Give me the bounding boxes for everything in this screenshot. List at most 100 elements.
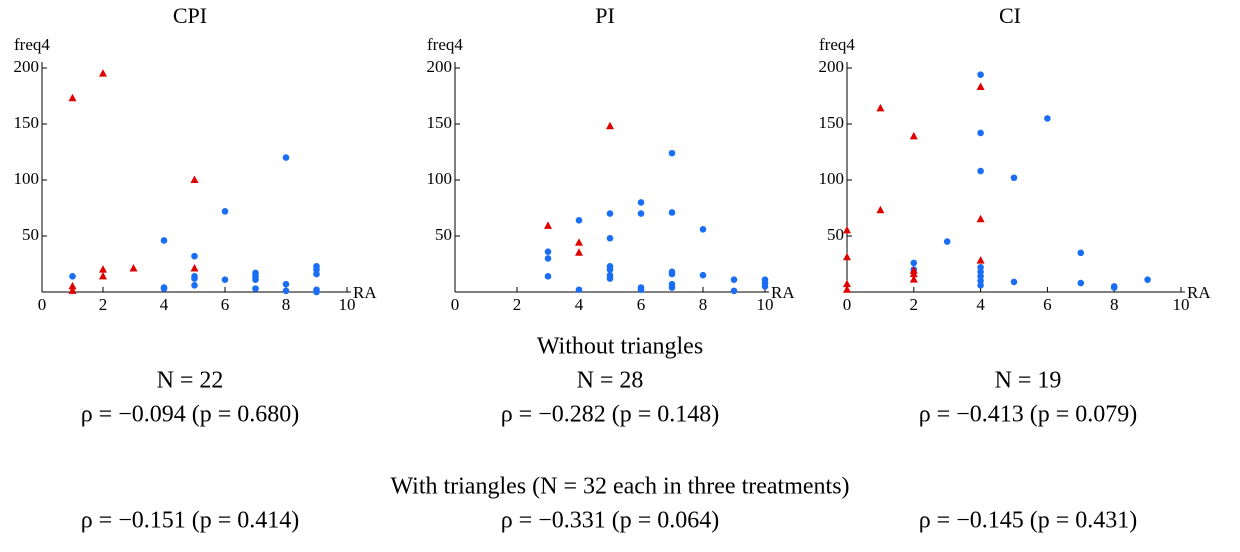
x-tick-label: 2 xyxy=(910,295,919,314)
point xyxy=(544,255,552,262)
x-tick-label: 0 xyxy=(451,295,460,314)
x-tick-label: 0 xyxy=(843,295,852,314)
point xyxy=(282,154,290,161)
y-axis-label: freq4 xyxy=(14,35,50,54)
x-tick-label: 8 xyxy=(282,295,291,314)
heading: Without triangles xyxy=(537,334,703,360)
y-tick-label: 150 xyxy=(427,113,453,132)
point xyxy=(637,199,645,206)
point xyxy=(976,214,985,223)
point xyxy=(1077,279,1085,287)
y-tick-label: 150 xyxy=(14,113,40,132)
point xyxy=(976,256,985,264)
point xyxy=(668,149,676,157)
rho-label: ρ = −0.282 (p = 0.148) xyxy=(501,402,720,428)
point xyxy=(544,221,552,229)
point xyxy=(191,252,198,260)
point xyxy=(761,283,769,290)
point xyxy=(1144,276,1151,283)
point xyxy=(1010,278,1018,286)
point xyxy=(221,276,229,283)
x-tick-label: 6 xyxy=(1043,295,1052,314)
point xyxy=(160,237,168,244)
point xyxy=(221,208,229,215)
x-tick-label: 6 xyxy=(221,295,230,314)
point xyxy=(313,288,320,296)
point xyxy=(606,210,614,217)
n-label: N = 19 xyxy=(995,368,1062,394)
point xyxy=(637,286,645,294)
point xyxy=(730,287,738,295)
point xyxy=(282,280,290,288)
chart-title: CPI xyxy=(173,3,207,28)
point xyxy=(99,265,107,273)
y-axis-label: freq4 xyxy=(819,35,855,54)
point xyxy=(699,225,707,233)
point xyxy=(909,269,918,278)
point xyxy=(699,271,707,279)
point xyxy=(191,281,198,289)
point xyxy=(1044,115,1051,122)
n-label: N = 22 xyxy=(157,368,224,394)
x-tick-label: 10 xyxy=(1173,295,1190,314)
point xyxy=(129,263,138,272)
point xyxy=(68,286,77,294)
y-tick-label: 50 xyxy=(22,225,39,244)
point xyxy=(977,71,984,79)
point xyxy=(575,248,583,256)
y-tick-label: 100 xyxy=(14,169,40,188)
chart-title: CI xyxy=(999,3,1021,28)
point xyxy=(909,275,918,283)
point xyxy=(1110,284,1118,291)
point xyxy=(876,205,885,214)
point xyxy=(668,284,676,291)
rho-label: ρ = −0.331 (p = 0.064) xyxy=(501,508,720,534)
point xyxy=(68,281,77,290)
n-label: N = 28 xyxy=(577,368,644,394)
y-tick-label: 100 xyxy=(427,169,453,188)
point xyxy=(68,93,77,102)
point xyxy=(977,281,984,289)
point xyxy=(943,238,951,245)
point xyxy=(191,275,198,282)
point xyxy=(1010,174,1018,182)
y-tick-label: 50 xyxy=(435,225,452,244)
point xyxy=(606,266,614,273)
point xyxy=(637,210,645,217)
chart-title: PI xyxy=(595,3,615,28)
y-tick-label: 200 xyxy=(14,57,40,76)
point xyxy=(575,286,583,294)
point xyxy=(606,234,614,242)
point xyxy=(190,263,199,272)
point xyxy=(730,276,738,283)
point xyxy=(977,129,984,137)
x-tick-label: 10 xyxy=(757,295,774,314)
point xyxy=(668,209,676,216)
y-tick-label: 200 xyxy=(819,57,845,76)
x-tick-label: 2 xyxy=(99,295,108,314)
rho-label: ρ = −0.151 (p = 0.414) xyxy=(81,508,300,534)
x-tick-label: 8 xyxy=(1110,295,1119,314)
rho-label: ρ = −0.413 (p = 0.079) xyxy=(919,402,1138,428)
x-tick-label: 4 xyxy=(160,295,169,314)
x-tick-label: 0 xyxy=(38,295,47,314)
point xyxy=(1077,249,1085,257)
x-tick-label: 4 xyxy=(575,295,584,314)
heading: With triangles (N = 32 each in three tre… xyxy=(390,474,849,500)
point xyxy=(976,82,985,91)
x-tick-label: 2 xyxy=(513,295,522,314)
x-axis-label: RA xyxy=(353,283,377,302)
x-axis-label: RA xyxy=(771,283,795,302)
point xyxy=(910,259,918,267)
x-tick-label: 10 xyxy=(339,295,356,314)
x-tick-label: 4 xyxy=(976,295,985,314)
point xyxy=(99,69,107,77)
point xyxy=(843,225,851,234)
point xyxy=(160,285,168,292)
point xyxy=(909,131,918,140)
rho-label: ρ = −0.145 (p = 0.431) xyxy=(919,508,1138,534)
point xyxy=(252,285,259,292)
point xyxy=(252,276,259,283)
point xyxy=(575,217,583,224)
point xyxy=(843,279,851,288)
